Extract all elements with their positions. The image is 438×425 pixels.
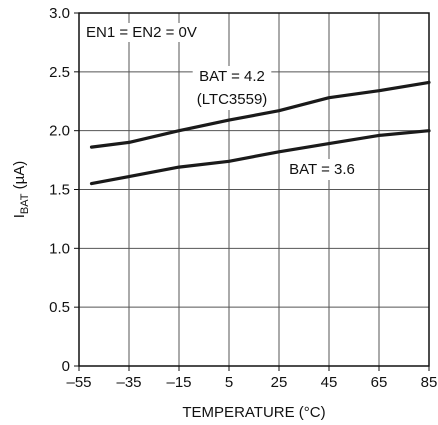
- y-tick-label: 3.0: [49, 5, 70, 22]
- y-tick-label: 0: [62, 358, 70, 375]
- x-tick-label: 5: [225, 374, 233, 391]
- series-line-1: [89, 129, 431, 186]
- y-axis-label-unit: (µA): [11, 161, 28, 194]
- y-axis-label: IBAT (µA): [11, 161, 31, 219]
- y-tick-label: 1.5: [49, 182, 70, 199]
- series-label-bat-4-2: BAT = 4.2: [199, 68, 265, 85]
- x-tick-label: –35: [116, 374, 141, 391]
- x-axis-ticks: –55 –35 –15 5 25 45 65 85: [66, 366, 437, 391]
- y-axis-label-main: I: [11, 214, 28, 218]
- x-tick-label: –15: [166, 374, 191, 391]
- condition-label: EN1 = EN2 = 0V: [86, 24, 197, 41]
- series-label-background-bat-4-2: [192, 66, 272, 110]
- y-tick-label: 1.0: [49, 240, 70, 257]
- grid: [79, 13, 429, 366]
- x-axis-label: TEMPERATURE (°C): [182, 404, 325, 421]
- y-axis-label-subscript: BAT: [19, 193, 31, 214]
- y-tick-label: 2.0: [49, 123, 70, 140]
- x-tick-label: –55: [66, 374, 91, 391]
- series-line-0: [89, 80, 431, 149]
- y-tick-label: 0.5: [49, 299, 70, 316]
- series-layer: [89, 80, 431, 186]
- x-tick-label: 65: [371, 374, 388, 391]
- x-tick-label: 25: [271, 374, 288, 391]
- series-label-background-bat-3-6: [285, 159, 359, 180]
- y-axis-ticks: 0 0.5 1.0 1.5 2.0 2.5 3.0: [49, 5, 79, 375]
- x-tick-label: 45: [321, 374, 338, 391]
- series-label-ltc3559: (LTC3559): [197, 91, 268, 108]
- y-tick-label: 2.5: [49, 64, 70, 81]
- x-tick-label: 85: [421, 374, 438, 391]
- condition-label-background: [83, 23, 200, 42]
- series-label-bat-3-6: BAT = 3.6: [289, 161, 355, 178]
